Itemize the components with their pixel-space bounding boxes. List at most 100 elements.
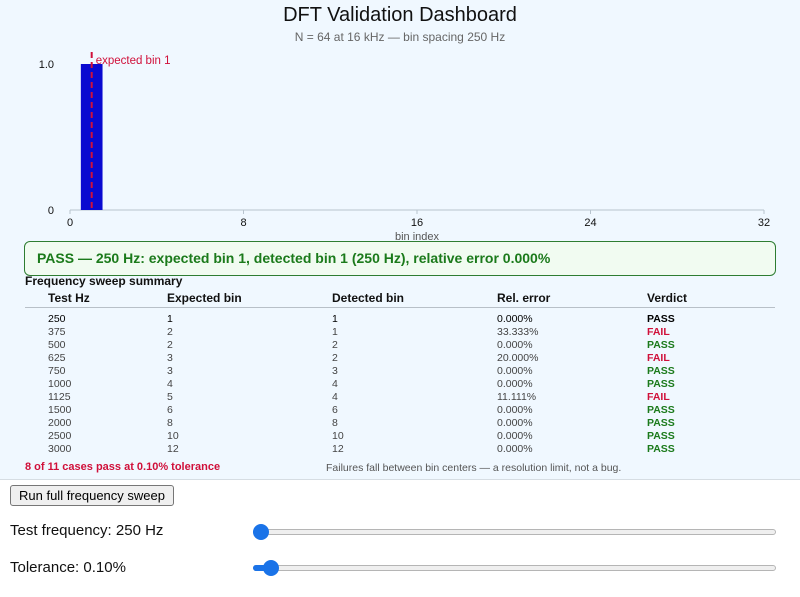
cell-test-hz: 250: [48, 312, 66, 325]
cell-expected-bin: 2: [167, 338, 173, 351]
x-axis-label: bin index: [395, 231, 440, 243]
table-row: 375 2 1 33.333% FAIL: [25, 326, 775, 339]
cell-detected-bin: 1: [332, 325, 338, 338]
cell-test-hz: 375: [48, 325, 66, 338]
test-frequency-label: Test frequency: 250 Hz: [10, 522, 164, 539]
sweep-summary-table: Test Hz Expected bin Detected bin Rel. e…: [25, 289, 775, 456]
x-tick-label: 16: [411, 217, 423, 229]
cell-test-hz: 1125: [48, 390, 71, 403]
column-header-expected-bin: Expected bin: [167, 289, 332, 308]
table-header-row: Test Hz Expected bin Detected bin Rel. e…: [25, 289, 775, 308]
cell-rel-error: 0.000%: [497, 312, 533, 325]
summary-title: Frequency sweep summary: [25, 274, 183, 288]
pass-count: 8 of 11 cases pass at 0.10% tolerance: [25, 461, 221, 473]
cell-verdict: FAIL: [647, 351, 670, 364]
slider-thumb[interactable]: [253, 524, 269, 540]
table-row: 1500 6 6 0.000% PASS: [25, 404, 775, 417]
cell-detected-bin: 8: [332, 416, 338, 429]
cell-detected-bin: 10: [332, 429, 344, 442]
cell-expected-bin: 6: [167, 403, 173, 416]
resolution-note: Failures fall between bin centers — a re…: [326, 462, 622, 474]
slider-thumb[interactable]: [263, 560, 280, 576]
cell-rel-error: 0.000%: [497, 416, 533, 429]
x-tick-label: 0: [67, 217, 73, 229]
cell-expected-bin: 3: [167, 364, 173, 377]
cell-expected-bin: 8: [167, 416, 173, 429]
cell-expected-bin: 2: [167, 325, 173, 338]
column-header-detected-bin: Detected bin: [332, 289, 497, 308]
cell-expected-bin: 12: [167, 442, 179, 455]
x-tick-label: 24: [584, 217, 596, 229]
table-row: 1000 4 4 0.000% PASS: [25, 378, 775, 391]
page-subtitle: N = 64 at 16 kHz — bin spacing 250 Hz: [294, 30, 506, 44]
cell-rel-error: 0.000%: [497, 442, 533, 455]
cell-test-hz: 1500: [48, 403, 72, 416]
table-row: 250 1 1 0.000% PASS: [25, 307, 775, 326]
cell-expected-bin: 5: [167, 390, 173, 403]
cell-verdict: PASS: [647, 364, 675, 377]
cell-expected-bin: 4: [167, 377, 173, 390]
table-row: 500 2 2 0.000% PASS: [25, 339, 775, 352]
cell-verdict: PASS: [647, 429, 675, 442]
cell-verdict: PASS: [647, 442, 675, 455]
test-frequency-slider[interactable]: [253, 524, 776, 540]
cell-test-hz: 1000: [48, 377, 72, 390]
cell-rel-error: 11.111%: [497, 390, 537, 403]
cell-detected-bin: 2: [332, 338, 338, 351]
cell-verdict: PASS: [647, 403, 675, 416]
dashboard-panel: DFT Validation Dashboard N = 64 at 16 kH…: [0, 0, 800, 480]
cell-rel-error: 33.333%: [497, 325, 539, 338]
cell-verdict: FAIL: [647, 325, 670, 338]
cell-rel-error: 0.000%: [497, 364, 533, 377]
page-title: DFT Validation Dashboard: [283, 4, 517, 26]
tolerance-slider[interactable]: [253, 560, 776, 576]
cell-rel-error: 0.000%: [497, 338, 533, 351]
table-row: 2500 10 10 0.000% PASS: [25, 430, 775, 443]
cell-rel-error: 20.000%: [497, 351, 539, 364]
cell-verdict: PASS: [647, 312, 675, 325]
cell-test-hz: 3000: [48, 442, 72, 455]
cell-expected-bin: 1: [167, 312, 173, 325]
tolerance-label: Tolerance: 0.10%: [10, 559, 126, 576]
cell-detected-bin: 4: [332, 377, 338, 390]
slider-fill: [253, 565, 272, 571]
y-tick-label: 0: [48, 205, 54, 217]
column-header-rel-error: Rel. error: [497, 289, 647, 308]
cell-test-hz: 2000: [48, 416, 72, 429]
slider-track[interactable]: [253, 565, 776, 571]
cell-detected-bin: 4: [332, 390, 338, 403]
cell-detected-bin: 1: [332, 312, 338, 325]
cell-test-hz: 750: [48, 364, 66, 377]
cell-detected-bin: 2: [332, 351, 338, 364]
x-tick-label: 32: [758, 217, 770, 229]
table-row: 1125 5 4 11.111% FAIL: [25, 391, 775, 404]
table-row: 625 3 2 20.000% FAIL: [25, 352, 775, 365]
cell-test-hz: 500: [48, 338, 66, 351]
cell-rel-error: 0.000%: [497, 403, 533, 416]
cell-expected-bin: 10: [167, 429, 179, 442]
column-header-test-hz: Test Hz: [25, 289, 167, 308]
spectrum-chart-svg: 0 8 16 24 32 0 1.0 expected bin 1 bin index: [39, 52, 770, 243]
table-row: 750 3 3 0.000% PASS: [25, 365, 775, 378]
cell-verdict: FAIL: [647, 390, 670, 403]
cell-test-hz: 625: [48, 351, 66, 364]
cell-expected-bin: 3: [167, 351, 173, 364]
cell-test-hz: 2500: [48, 429, 72, 442]
cell-verdict: PASS: [647, 377, 675, 390]
cell-verdict: PASS: [647, 416, 675, 429]
cell-detected-bin: 12: [332, 442, 344, 455]
cell-rel-error: 0.000%: [497, 377, 533, 390]
spectrum-chart: 0 8 16 24 32 0 1.0 expected bin 1 bin index: [0, 44, 800, 244]
slider-track[interactable]: [253, 529, 776, 535]
x-tick-label: 8: [240, 217, 246, 229]
table-row: 2000 8 8 0.000% PASS: [25, 417, 775, 430]
cell-rel-error: 0.000%: [497, 429, 533, 442]
run-sweep-button[interactable]: Run full frequency sweep: [10, 485, 174, 506]
status-banner: PASS — 250 Hz: expected bin 1, detected …: [24, 241, 776, 276]
table-row: 3000 12 12 0.000% PASS: [25, 443, 775, 456]
cell-detected-bin: 6: [332, 403, 338, 416]
cell-detected-bin: 3: [332, 364, 338, 377]
column-header-verdict: Verdict: [647, 289, 775, 308]
expected-bin-label: expected bin 1: [96, 55, 171, 67]
y-tick-label: 1.0: [39, 59, 54, 71]
